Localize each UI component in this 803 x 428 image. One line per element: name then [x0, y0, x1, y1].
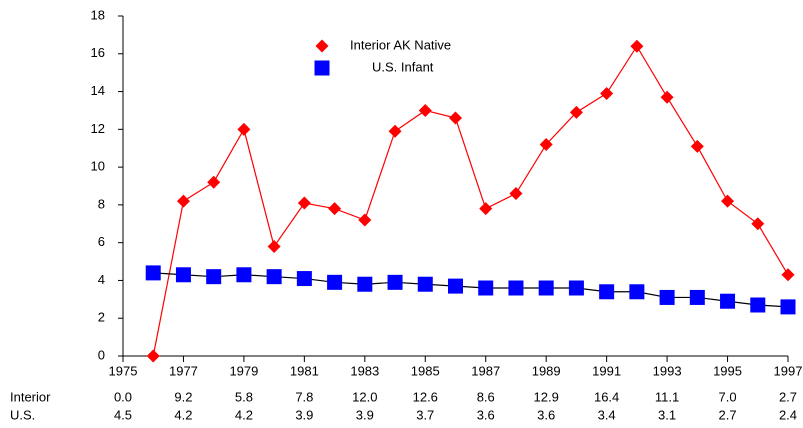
- legend-marker: [315, 39, 329, 53]
- table-cell: 12.0: [352, 389, 377, 404]
- y-tick-label: 8: [98, 196, 105, 211]
- point: [448, 278, 463, 294]
- y-tick-label: 18: [91, 7, 105, 22]
- point: [538, 280, 554, 296]
- table-cell: 3.4: [598, 407, 616, 422]
- point: [479, 202, 493, 216]
- point: [721, 194, 735, 208]
- point: [750, 297, 766, 313]
- series-line: [153, 272, 789, 308]
- point: [751, 217, 765, 231]
- point: [690, 139, 704, 153]
- table-cell: 9.2: [174, 389, 192, 404]
- x-tick-label: 1975: [109, 363, 138, 378]
- table-cell: 3.6: [477, 407, 495, 422]
- legend-label: Interior AK Native: [350, 37, 451, 52]
- point: [568, 280, 584, 296]
- point: [689, 289, 705, 305]
- table-row-label: Interior: [10, 389, 51, 404]
- table-row-label: U.S.: [10, 407, 35, 422]
- point: [358, 213, 372, 227]
- point: [237, 122, 251, 136]
- point: [357, 276, 373, 292]
- point: [660, 90, 674, 104]
- y-tick-label: 12: [91, 121, 105, 136]
- point: [296, 271, 312, 287]
- series-line: [152, 45, 789, 357]
- point: [418, 103, 432, 117]
- point: [449, 111, 462, 125]
- y-tick-label: 2: [98, 310, 105, 325]
- point: [659, 289, 675, 305]
- x-tick-label: 1997: [774, 363, 803, 378]
- table-cell: 4.5: [114, 407, 132, 422]
- point: [207, 175, 221, 189]
- x-tick-label: 1979: [229, 363, 258, 378]
- point: [145, 265, 161, 281]
- table-cell: 3.6: [537, 407, 555, 422]
- point: [388, 124, 402, 138]
- table-cell: 12.9: [534, 389, 559, 404]
- point: [328, 202, 342, 216]
- table-cell: 7.0: [719, 389, 737, 404]
- point: [236, 267, 252, 283]
- x-tick-label: 1977: [169, 363, 198, 378]
- legend-label: U.S. Infant: [372, 59, 434, 74]
- point: [175, 267, 191, 283]
- table-cell: 2.4: [779, 407, 797, 422]
- x-tick-label: 1981: [290, 363, 319, 378]
- point: [599, 284, 615, 300]
- table-cell: 2.7: [719, 407, 737, 422]
- table-cell: 4.2: [235, 407, 253, 422]
- table-cell: 8.6: [477, 389, 495, 404]
- x-tick-label: 1995: [713, 363, 742, 378]
- legend-marker: [314, 60, 330, 76]
- x-tick-label: 1983: [350, 363, 379, 378]
- table-cell: 3.7: [416, 407, 434, 422]
- table-cell: 4.2: [174, 407, 192, 422]
- x-tick-label: 1987: [471, 363, 500, 378]
- table-cell: 12.6: [413, 389, 438, 404]
- y-tick-label: 0: [98, 347, 105, 362]
- point: [781, 268, 795, 282]
- x-tick-label: 1985: [411, 363, 440, 378]
- y-tick-label: 16: [91, 45, 105, 60]
- point: [146, 349, 160, 363]
- table-cell: 5.8: [235, 389, 253, 404]
- table-cell: 0.0: [114, 389, 132, 404]
- point: [630, 39, 644, 53]
- point: [387, 274, 403, 290]
- point: [780, 299, 796, 315]
- point: [508, 280, 524, 296]
- point: [720, 293, 736, 309]
- y-tick-label: 10: [91, 159, 105, 174]
- point: [509, 187, 523, 201]
- point: [600, 86, 614, 100]
- point: [266, 269, 282, 285]
- x-tick-label: 1989: [532, 363, 561, 378]
- x-tick-label: 1993: [653, 363, 682, 378]
- table-cell: 11.1: [655, 389, 679, 404]
- point: [629, 284, 645, 300]
- table-cell: 2.7: [779, 389, 797, 404]
- point: [176, 194, 190, 208]
- y-tick-label: 6: [98, 234, 105, 249]
- point: [297, 196, 311, 210]
- table-cell: 16.4: [594, 389, 619, 404]
- x-tick-label: 1991: [592, 363, 621, 378]
- point: [206, 269, 222, 285]
- table-cell: 3.1: [658, 407, 676, 422]
- point: [327, 274, 343, 290]
- table-cell: 3.9: [295, 407, 313, 422]
- point: [267, 239, 281, 253]
- table-cell: 7.8: [295, 389, 313, 404]
- point: [478, 280, 494, 296]
- point: [417, 276, 433, 292]
- point: [539, 137, 553, 151]
- y-tick-label: 14: [91, 83, 105, 98]
- point: [569, 105, 583, 119]
- table-cell: 3.9: [356, 407, 374, 422]
- y-tick-label: 4: [98, 272, 105, 287]
